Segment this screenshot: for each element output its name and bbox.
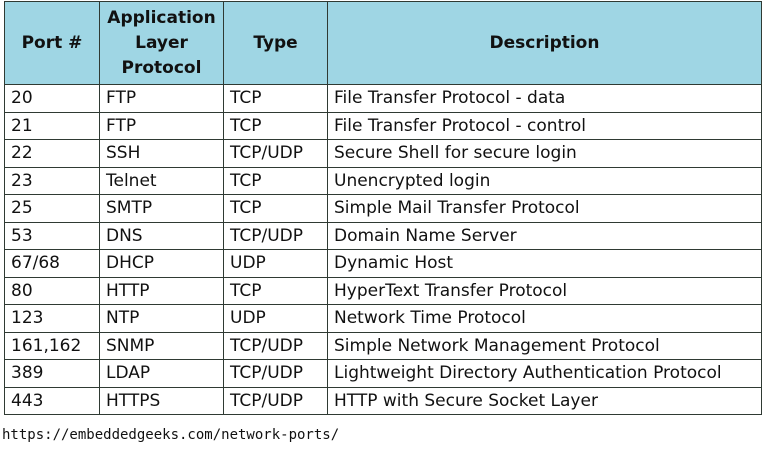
cell-protocol: SSH — [99, 139, 224, 168]
table-row: 53 DNS TCP/UDP Domain Name Server — [4, 221, 762, 250]
cell-type: TCP/UDP — [223, 221, 328, 250]
cell-description: Dynamic Host — [327, 249, 762, 278]
cell-port: 161,162 — [4, 331, 100, 360]
table-row: 23 Telnet TCP Unencrypted login — [4, 166, 762, 195]
cell-port: 389 — [4, 359, 100, 388]
cell-protocol: NTP — [99, 304, 224, 333]
cell-type: TCP — [223, 194, 328, 223]
cell-protocol: DHCP — [99, 249, 224, 278]
cell-port: 53 — [4, 221, 100, 250]
cell-port: 123 — [4, 304, 100, 333]
cell-type: TCP/UDP — [223, 359, 328, 388]
cell-type: UDP — [223, 249, 328, 278]
table-row: 67/68 DHCP UDP Dynamic Host — [4, 249, 762, 278]
table-row: 25 SMTP TCP Simple Mail Transfer Protocol — [4, 194, 762, 223]
cell-description: Simple Mail Transfer Protocol — [327, 194, 762, 223]
cell-description: File Transfer Protocol - data — [327, 84, 762, 113]
cell-description: HTTP with Secure Socket Layer — [327, 386, 762, 415]
cell-protocol: SMTP — [99, 194, 224, 223]
cell-description: File Transfer Protocol - control — [327, 111, 762, 140]
cell-port: 23 — [4, 166, 100, 195]
cell-protocol: DNS — [99, 221, 224, 250]
header-port: Port # — [4, 1, 100, 85]
cell-protocol: FTP — [99, 111, 224, 140]
header-protocol: Application Layer Protocol — [99, 1, 224, 85]
cell-port: 25 — [4, 194, 100, 223]
cell-protocol: Telnet — [99, 166, 224, 195]
header-description: Description — [327, 1, 762, 85]
cell-port: 443 — [4, 386, 100, 415]
cell-protocol: SNMP — [99, 331, 224, 360]
table-row: 389 LDAP TCP/UDP Lightweight Directory Auth… — [4, 359, 762, 388]
cell-description: Unencrypted login — [327, 166, 762, 195]
cell-port: 21 — [4, 111, 100, 140]
table-row: 80 HTTP TCP HyperText Transfer Protocol — [4, 276, 762, 305]
cell-type: TCP — [223, 276, 328, 305]
cell-port: 22 — [4, 139, 100, 168]
table-row: 20 FTP TCP File Transfer Protocol - data — [4, 84, 762, 113]
cell-description: HyperText Transfer Protocol — [327, 276, 762, 305]
cell-description: Domain Name Server — [327, 221, 762, 250]
table-row: 21 FTP TCP File Transfer Protocol - control — [4, 111, 762, 140]
cell-description: Network Time Protocol — [327, 304, 762, 333]
table-row: 22 SSH TCP/UDP Secure Shell for secure logi… — [4, 139, 762, 168]
network-ports-table: Port # Application Layer Protocol Type D… — [4, 1, 762, 415]
header-type: Type — [223, 1, 328, 85]
cell-port: 67/68 — [4, 249, 100, 278]
cell-type: TCP — [223, 84, 328, 113]
cell-protocol: FTP — [99, 84, 224, 113]
table-row: 161,162 SNMP TCP/UDP Simple Network Managem… — [4, 331, 762, 360]
cell-type: TCP — [223, 166, 328, 195]
cell-type: TCP — [223, 111, 328, 140]
cell-port: 80 — [4, 276, 100, 305]
table-row: 123 NTP UDP Network Time Protocol — [4, 304, 762, 333]
source-url: https://embeddedgeeks.com/network-ports/ — [2, 427, 340, 443]
table-row: 443 HTTPS TCP/UDP HTTP with Secure Socket L… — [4, 386, 762, 415]
cell-port: 20 — [4, 84, 100, 113]
cell-type: TCP/UDP — [223, 139, 328, 168]
cell-protocol: LDAP — [99, 359, 224, 388]
cell-type: TCP/UDP — [223, 386, 328, 415]
header-row: Port # Application Layer Protocol Type D… — [4, 1, 762, 85]
cell-protocol: HTTP — [99, 276, 224, 305]
cell-description: Secure Shell for secure login — [327, 139, 762, 168]
cell-description: Simple Network Management Protocol — [327, 331, 762, 360]
cell-type: UDP — [223, 304, 328, 333]
cell-protocol: HTTPS — [99, 386, 224, 415]
cell-description: Lightweight Directory Authentication Pro… — [327, 359, 762, 388]
cell-type: TCP/UDP — [223, 331, 328, 360]
